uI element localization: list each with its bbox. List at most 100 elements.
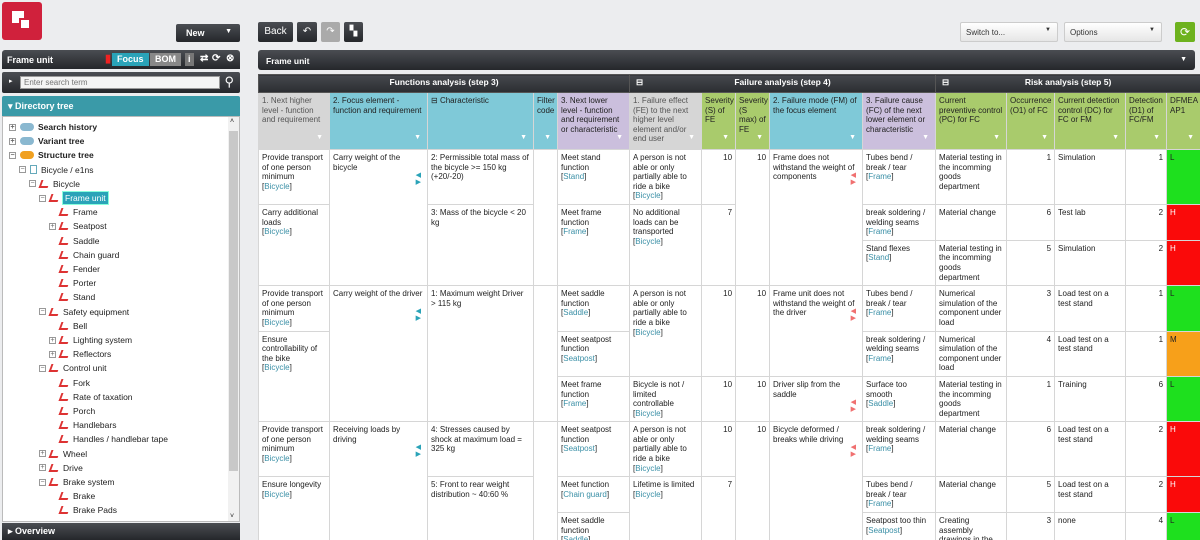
filter-icon[interactable]: ▼ xyxy=(849,134,857,142)
expand-icon[interactable]: + xyxy=(49,222,56,230)
collapse-icon[interactable]: − xyxy=(39,364,46,372)
grid-cell[interactable]: Test lab xyxy=(1054,204,1127,241)
column-header[interactable]: Severity (S max) of FE ▼ xyxy=(735,92,771,150)
grid-cell[interactable]: Frame unit does not withstand the weight… xyxy=(769,285,864,377)
grid-cell[interactable]: Simulation xyxy=(1054,149,1127,205)
filter-icon[interactable]: ▼ xyxy=(1041,134,1049,142)
tree-item[interactable]: − Structure tree xyxy=(9,148,94,162)
new-button[interactable]: New ▼ xyxy=(176,24,240,42)
ap-badge[interactable]: L xyxy=(1166,149,1200,205)
filter-icon[interactable]: ▼ xyxy=(1112,134,1120,142)
grid-cell[interactable] xyxy=(533,148,558,287)
grid-cell[interactable]: 10 xyxy=(735,148,771,287)
grid-cell[interactable]: Bicycle is not / limited controllable [Bi… xyxy=(629,375,703,423)
grid-cell[interactable]: 3 xyxy=(1006,285,1056,332)
grid-cell[interactable]: 1 xyxy=(1006,149,1056,205)
filter-icon[interactable]: ▼ xyxy=(922,134,930,142)
tree-item[interactable]: − Brake system xyxy=(39,475,115,489)
grid-cell[interactable]: 10 xyxy=(735,421,771,540)
column-header[interactable]: 1. Next higher level - function and requ… xyxy=(258,92,330,150)
grid-cell[interactable]: Material testing in the incomming goods … xyxy=(935,149,1008,205)
grid-cell[interactable]: Meet seatpost function [Seatpost] xyxy=(556,330,631,377)
grid-cell[interactable]: A person is not able or only partially a… xyxy=(629,285,703,377)
reference-link[interactable]: Bicycle xyxy=(264,317,290,327)
grid-cell[interactable]: Numerical simulation of the component un… xyxy=(935,330,1008,377)
column-header[interactable]: Severity (S) of FE ▼ xyxy=(701,92,737,150)
tree-item[interactable]: − Control unit xyxy=(39,361,106,375)
reference-link[interactable]: Saddle xyxy=(868,399,894,409)
grid-cell[interactable]: 10 xyxy=(735,375,771,423)
tree-item[interactable]: Brake Pads xyxy=(49,503,117,517)
reference-link[interactable]: Bicycle xyxy=(635,408,661,418)
tree-item[interactable]: − Safety equipment xyxy=(39,305,129,319)
tree-item[interactable]: + Wheel xyxy=(39,447,87,461)
collapse-icon[interactable]: ⊟ xyxy=(636,77,644,87)
grid-cell[interactable] xyxy=(533,285,558,423)
ap-badge[interactable]: H xyxy=(1166,239,1200,287)
grid-cell[interactable]: 4 xyxy=(1125,512,1168,540)
navigate-arrows-icon[interactable]: ◀ ▶ xyxy=(850,398,857,413)
refresh-icon[interactable]: ⟳ xyxy=(212,53,221,64)
tree-item[interactable]: + Drive xyxy=(39,461,83,475)
reference-link[interactable]: Seatpost xyxy=(563,444,595,454)
grid-cell[interactable]: Load test on a test stand xyxy=(1054,285,1127,332)
grid-cell[interactable]: Meet saddle function [Saddle] xyxy=(556,285,631,332)
grid-cell[interactable] xyxy=(533,421,558,540)
grid-cell[interactable]: 7 xyxy=(701,476,737,540)
tree-item[interactable]: Saddle xyxy=(49,234,99,248)
column-header[interactable]: 3. Next lower level - function and requi… xyxy=(556,92,631,150)
grid-cell[interactable]: A person is not able or only partially a… xyxy=(629,421,703,478)
grid-cell[interactable]: Simulation xyxy=(1054,239,1127,287)
grid-cell[interactable]: 10 xyxy=(701,421,737,478)
grid-cell[interactable]: 1 xyxy=(1125,330,1168,377)
filter-icon[interactable]: ▼ xyxy=(1153,134,1161,142)
tree-item[interactable]: Stand xyxy=(49,290,95,304)
grid-cell[interactable]: Carry weight of the driver ◀ ▶ xyxy=(329,285,428,423)
tree-item[interactable]: − Bicycle xyxy=(29,177,80,191)
tree-scrollbar[interactable]: ˄ ˅ xyxy=(228,117,239,521)
tree-item[interactable]: Chain guard xyxy=(49,248,119,262)
grid-cell[interactable]: 6 xyxy=(1006,421,1056,478)
grid-cell[interactable]: break soldering / welding seams [Frame] xyxy=(862,330,937,377)
grid-cell[interactable]: Ensure longevity [Bicycle] xyxy=(258,476,330,540)
collapse-icon[interactable]: ⊟ xyxy=(431,96,440,105)
reference-link[interactable]: Chain guard xyxy=(563,489,607,499)
grid-cell[interactable]: Provide transport of one person minimum[… xyxy=(258,285,330,332)
bom-button[interactable]: BOM xyxy=(150,53,181,66)
tree-item[interactable]: Brake xyxy=(49,489,95,503)
grid-cell[interactable]: 10 xyxy=(701,285,737,377)
filter-icon[interactable]: ▼ xyxy=(414,134,421,142)
info-button[interactable]: i xyxy=(185,53,194,66)
navigate-arrows-icon[interactable]: ◀ ▶ xyxy=(415,444,421,459)
tree-item[interactable]: Fork xyxy=(49,376,90,390)
grid-cell[interactable]: 10 xyxy=(701,149,737,205)
layout-icon[interactable]: ▚ xyxy=(344,22,363,42)
column-header[interactable]: DFMEA AP1 ▼ xyxy=(1166,92,1200,150)
reference-link[interactable]: Bicycle xyxy=(264,227,290,237)
navigate-arrows-icon[interactable]: ◀ ▶ xyxy=(415,172,421,186)
search-icon[interactable]: ⚲ xyxy=(224,74,234,89)
reference-link[interactable]: Bicycle xyxy=(264,454,290,464)
navigate-arrows-icon[interactable]: ◀ ▶ xyxy=(850,172,857,186)
column-header[interactable]: Current preventive control (PC) for FC ▼ xyxy=(935,92,1008,150)
column-header[interactable]: Current detection control (DC) for FC or… xyxy=(1054,92,1127,150)
filter-icon[interactable]: ▼ xyxy=(316,134,323,142)
grid-cell[interactable]: 3 xyxy=(1006,512,1056,540)
grid-cell[interactable]: break soldering / welding seams [Frame] xyxy=(862,204,937,241)
reference-link[interactable]: Frame xyxy=(868,444,892,454)
grid-cell[interactable]: Creating assembly drawings in the xyxy=(935,512,1008,540)
grid-cell[interactable]: Load test on a test stand xyxy=(1054,330,1127,377)
expand-icon[interactable]: + xyxy=(49,336,56,344)
tree-item[interactable]: − Bicycle / e1ns xyxy=(19,163,93,177)
overview-panel[interactable]: ▸ Overview xyxy=(2,523,240,540)
column-header[interactable]: Detection (D1) of FC/FM ▼ xyxy=(1125,92,1168,150)
app-logo[interactable] xyxy=(2,2,42,40)
reference-link[interactable]: Bicycle xyxy=(635,236,661,246)
navigate-arrows-icon[interactable]: ◀ ▶ xyxy=(850,308,857,323)
column-header[interactable]: ⊟ Characteristic ▼ xyxy=(427,92,534,150)
tree-item[interactable]: Bell xyxy=(49,319,87,333)
reference-link[interactable]: Frame xyxy=(868,353,892,363)
reference-link[interactable]: Bicycle xyxy=(264,181,290,191)
navigate-arrows-icon[interactable]: ◀ ▶ xyxy=(850,444,857,459)
grid-cell[interactable]: Material change xyxy=(935,476,1008,514)
